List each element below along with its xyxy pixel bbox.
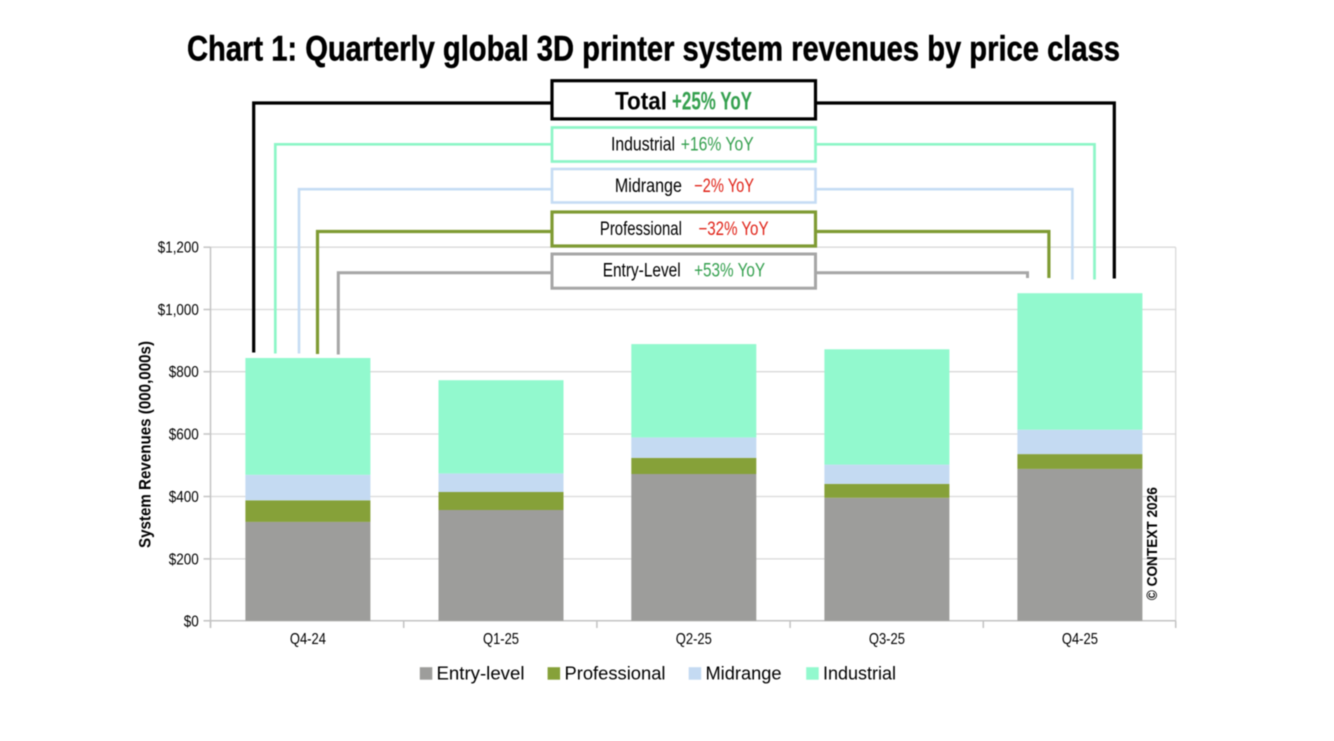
svg-text:Professional: Professional (565, 664, 666, 684)
svg-text:Q4-25: Q4-25 (1062, 631, 1098, 648)
svg-text:Midrange: Midrange (706, 664, 782, 684)
svg-text:$0: $0 (184, 613, 199, 630)
svg-text:Professional: Professional (600, 219, 682, 240)
svg-text:© CONTEXT 2026: © CONTEXT 2026 (1144, 487, 1161, 600)
svg-text:+53% YoY: +53% YoY (694, 261, 765, 282)
svg-text:$600: $600 (169, 427, 199, 444)
svg-text:Industrial: Industrial (611, 135, 675, 156)
svg-text:Q1-25: Q1-25 (483, 631, 519, 648)
svg-text:Q2-25: Q2-25 (676, 631, 712, 648)
svg-text:−2% YoY: −2% YoY (694, 176, 754, 197)
svg-text:+16% YoY: +16% YoY (681, 135, 754, 156)
svg-text:$200: $200 (169, 551, 199, 568)
svg-text:Entry-Level: Entry-Level (603, 261, 681, 282)
svg-text:$400: $400 (169, 489, 199, 506)
svg-text:Entry-level: Entry-level (437, 664, 525, 684)
svg-text:Industrial: Industrial (823, 664, 896, 684)
svg-text:System Revenues (000,000s): System Revenues (000,000s) (137, 341, 155, 548)
svg-text:Q3-25: Q3-25 (869, 631, 905, 648)
svg-text:Q4-24: Q4-24 (290, 631, 326, 648)
svg-text:$800: $800 (169, 364, 199, 381)
svg-text:−32% YoY: −32% YoY (699, 219, 769, 240)
svg-text:Total: Total (615, 87, 667, 115)
svg-text:$1,200: $1,200 (158, 240, 199, 257)
svg-text:$1,000: $1,000 (158, 302, 199, 319)
svg-text:Chart 1: Quarterly global 3D p: Chart 1: Quarterly global 3D printer sys… (187, 29, 1120, 69)
svg-text:Midrange: Midrange (615, 176, 682, 197)
svg-text:+25% YoY: +25% YoY (672, 87, 752, 115)
